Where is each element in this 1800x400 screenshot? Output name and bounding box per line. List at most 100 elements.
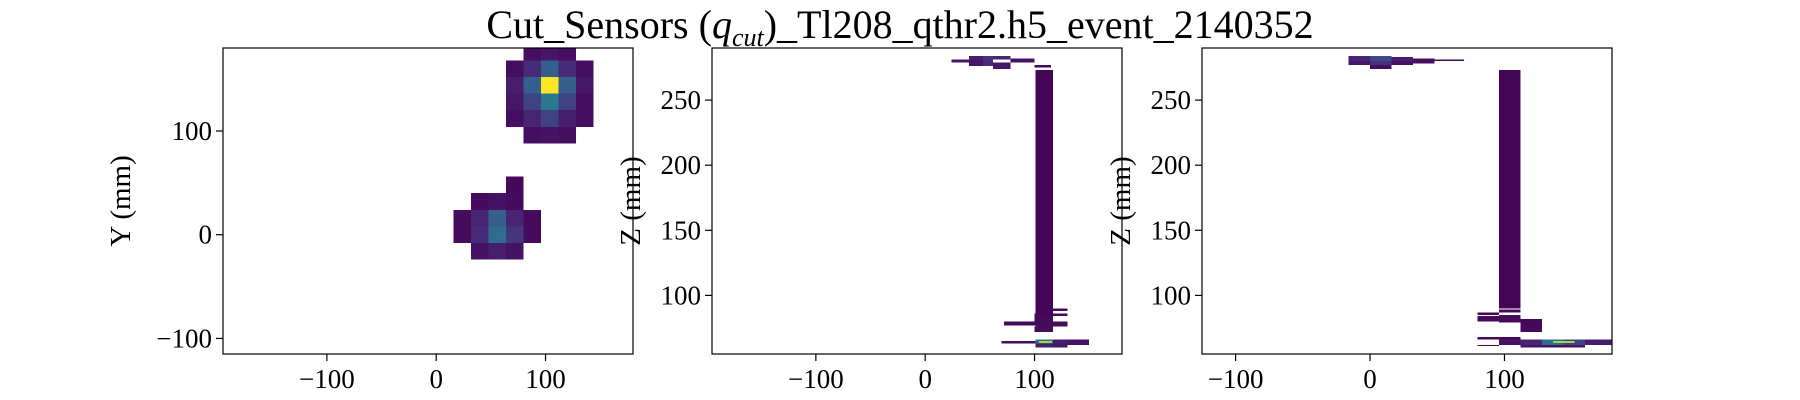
heatmap-cell xyxy=(558,93,577,111)
heatmap-cell xyxy=(541,110,559,127)
heatmap-cell xyxy=(1035,321,1068,327)
heatmap-cell xyxy=(1477,316,1500,322)
y-tick-label: 100 xyxy=(661,280,702,310)
heatmap-cell xyxy=(1499,70,1521,309)
heatmap-cell xyxy=(453,226,472,244)
heatmap-cell xyxy=(983,59,993,67)
heatmap-cell xyxy=(1552,341,1575,344)
heatmap-cell xyxy=(523,93,542,111)
heatmap-cell xyxy=(558,77,577,94)
heatmap-cell xyxy=(1034,64,1051,68)
heatmap-cell xyxy=(541,126,559,144)
heatmap-cell xyxy=(968,55,984,60)
heatmap-cell xyxy=(576,110,594,127)
heatmap-cell xyxy=(453,209,472,227)
figure-title-q: q xyxy=(712,2,732,47)
heatmap-cell xyxy=(1434,59,1465,62)
heatmap-cell xyxy=(1520,344,1586,348)
heatmap-cell xyxy=(1499,309,1521,313)
heatmap-cell xyxy=(506,77,524,94)
heatmap-cell xyxy=(1477,344,1500,347)
heatmap-cell xyxy=(541,77,559,94)
heatmap-cell xyxy=(1520,339,1543,345)
heatmap-cell xyxy=(1053,313,1068,317)
heatmap-cell xyxy=(506,243,524,260)
heatmap-cell xyxy=(576,77,594,94)
heatmap-cell xyxy=(1035,70,1054,314)
heatmap-cell xyxy=(506,209,524,227)
x-tick-label: 100 xyxy=(1484,364,1525,394)
axes-frame xyxy=(1201,47,1613,355)
heatmap-cell xyxy=(992,55,1011,60)
heatmap-cell xyxy=(1499,314,1521,323)
heatmap-cell xyxy=(523,60,542,78)
y-tick-label: 0 xyxy=(199,220,213,250)
heatmap-cell xyxy=(1370,55,1392,62)
heatmap-cell xyxy=(558,60,577,78)
heatmap-cell xyxy=(523,226,542,244)
heatmap-cell xyxy=(1034,326,1054,332)
subplot-yz: −100 0 100 100 150 200 250 Z (mm) xyxy=(1105,47,1613,394)
heatmap-cell xyxy=(506,226,524,244)
heatmap-cell xyxy=(1499,339,1521,345)
heatmap-cell xyxy=(1585,339,1612,345)
y-tick-label: −100 xyxy=(156,323,212,353)
heatmap-cell xyxy=(1499,337,1521,340)
subplots: −100 0 100 −100 0 100 Y (mm) −100 0 100 100 150 200 2… xyxy=(105,47,1613,394)
heatmap-cell xyxy=(471,226,489,244)
heatmap-cell xyxy=(523,48,542,61)
y-tick-label: 200 xyxy=(661,150,702,180)
y-tick-label: 250 xyxy=(1151,85,1192,115)
heatmap-cell xyxy=(1391,61,1414,65)
heatmap-cell xyxy=(1053,339,1068,344)
heatmap-cell xyxy=(1370,64,1392,69)
heatmap-cell xyxy=(576,93,594,111)
heatmap-cell xyxy=(1413,58,1435,64)
heatmap-cell xyxy=(471,209,489,227)
heatmap-cell xyxy=(488,243,507,260)
figure-title-sub: cut xyxy=(732,23,765,52)
heatmap-cell xyxy=(506,60,524,78)
x-tick-label: −100 xyxy=(788,364,844,394)
heatmap-cell xyxy=(1053,343,1068,348)
heatmap-cell xyxy=(541,93,559,111)
axes-frame xyxy=(222,47,634,355)
y-tick-label: 100 xyxy=(1151,280,1192,310)
heatmap-cell xyxy=(1477,312,1500,315)
x-tick-label: 0 xyxy=(1363,364,1377,394)
heatmap-cell xyxy=(541,60,559,78)
heatmap-cell xyxy=(506,93,524,111)
heatmap-cell xyxy=(983,55,993,60)
heatmap-cell xyxy=(1391,57,1414,63)
heatmap-cell xyxy=(1067,339,1090,345)
heatmap-cell xyxy=(523,209,542,227)
x-tick-label: 100 xyxy=(525,364,566,394)
axes-frame xyxy=(711,47,1123,355)
heatmap-xy xyxy=(453,48,594,260)
heatmap-xz xyxy=(951,55,1090,348)
figure-title: Cut_Sensors (qcut)_Tl208_qthr2.h5_event_… xyxy=(486,2,1313,52)
y-axis-label: Z (mm) xyxy=(615,156,647,245)
heatmap-cell xyxy=(1053,308,1068,312)
x-tick-label: −100 xyxy=(1208,364,1264,394)
heatmap-cell xyxy=(1520,318,1543,325)
subplot-xy: −100 0 100 −100 0 100 Y (mm) xyxy=(105,47,634,394)
heatmap-cell xyxy=(1003,321,1036,326)
heatmap-cell xyxy=(558,110,577,127)
heatmap-cell xyxy=(488,193,507,210)
heatmap-cell xyxy=(1477,337,1500,340)
heatmap-cell xyxy=(1348,55,1371,62)
heatmap-cell xyxy=(471,193,489,210)
y-axis-label: Y (mm) xyxy=(105,155,137,247)
heatmap-cell xyxy=(488,226,507,244)
x-tick-label: 0 xyxy=(429,364,443,394)
y-tick-label: 250 xyxy=(661,85,702,115)
figure-title-part-1: Cut_Sensors ( xyxy=(486,2,712,47)
heatmap-cell xyxy=(1348,61,1371,65)
y-tick-label: 100 xyxy=(172,116,213,146)
y-tick-label: 150 xyxy=(1151,215,1192,245)
heatmap-cell xyxy=(541,48,559,61)
figure-title-part-2: )_Tl208_qthr2.h5_event_2140352 xyxy=(764,2,1314,47)
heatmap-cell xyxy=(992,62,1011,69)
